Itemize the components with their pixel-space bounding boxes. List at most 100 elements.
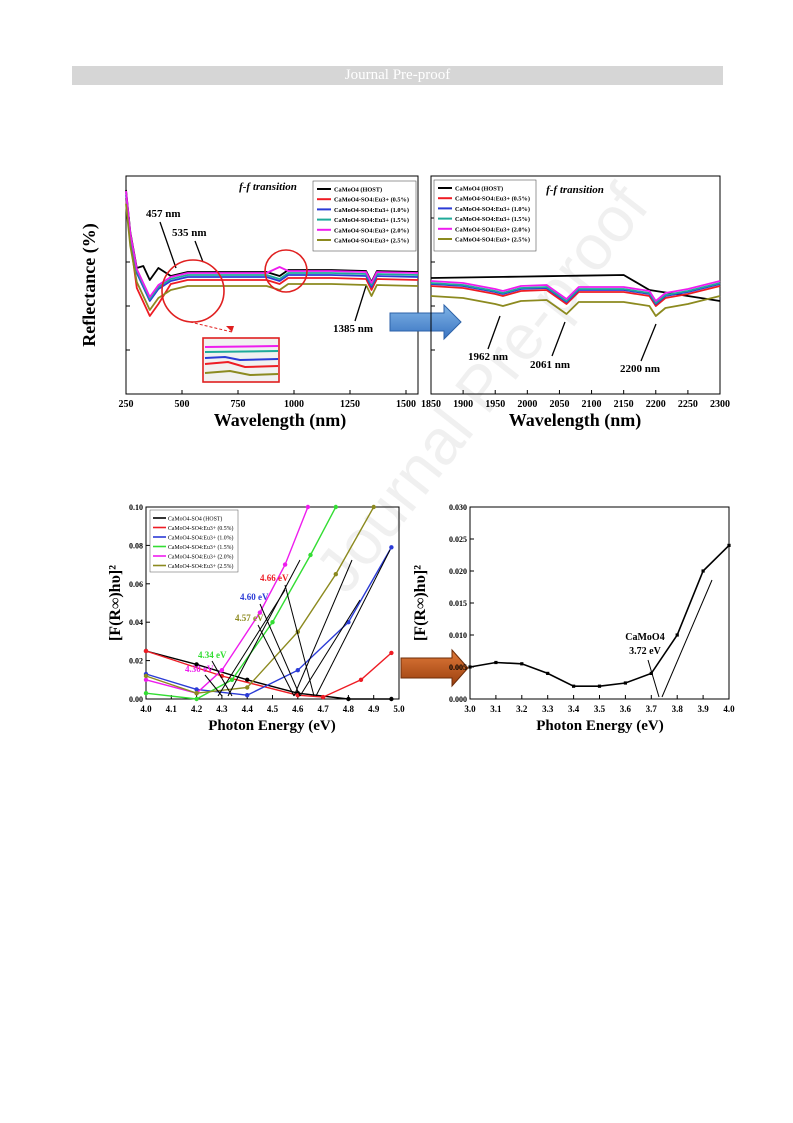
legend-label: CaMoO4-SO4:Eu3+ (0.5%)	[334, 197, 409, 204]
tangent-line	[315, 549, 391, 697]
x-tick-label: 3.9	[697, 704, 709, 714]
arrow-457	[257, 624, 295, 697]
annotation-466: 4.66 eV	[260, 573, 289, 583]
x-tick-label: 4.1	[166, 704, 178, 714]
spectrum-line	[430, 285, 721, 307]
x-axis-label: Wavelength (nm)	[214, 410, 347, 431]
x-tick-label: 3.0	[464, 704, 476, 714]
legend-label: CaMoO4-SO4:Eu3+ (0.5%)	[168, 525, 233, 532]
spectrum-line	[125, 190, 419, 298]
data-point	[520, 662, 524, 666]
data-point	[597, 684, 602, 688]
x-tick-label: 4.7	[317, 704, 329, 714]
y-axis-label: [F(R∞)hυ]²	[412, 565, 429, 641]
arrow-430	[204, 674, 223, 697]
legend-label: CaMoO4-SO4:Eu3+ (1.0%)	[168, 535, 233, 542]
data-point	[194, 687, 199, 692]
data-point	[143, 691, 149, 696]
data-point	[257, 610, 263, 615]
panel-top-left: f-f transition Reflectance (%) Wavelengt…	[79, 175, 419, 431]
annotation-1962: 1962 nm	[468, 351, 508, 363]
tangent-line	[293, 559, 353, 697]
tangent-line	[227, 559, 301, 697]
inset-line-olive	[204, 369, 279, 377]
x-tick-label: 2300	[710, 399, 730, 410]
arrow-466	[284, 584, 315, 697]
x-axis-label: Photon Energy (eV)	[536, 718, 664, 734]
x-tick-label: 3.3	[542, 704, 554, 714]
data-point	[546, 671, 550, 675]
data-point	[295, 668, 300, 673]
y-axis-label: Reflectance (%)	[79, 223, 100, 346]
y-tick-label: 0.025	[449, 535, 467, 544]
x-tick-label: 2050	[549, 399, 569, 410]
legend-label: CaMoO4-SO4:Eu3+ (0.5%)	[455, 196, 530, 203]
panel-transition-arrow-icon	[400, 648, 469, 688]
annotation-1385: 1385 nm	[333, 323, 373, 335]
x-tick-label: 2150	[614, 399, 634, 410]
plot-frame	[430, 175, 721, 395]
data-point	[675, 633, 679, 637]
annotation-2061: 2061 nm	[530, 359, 570, 371]
tangent-line	[661, 579, 713, 698]
panel-bottom-left: [F(R∞)hυ]² Photon Energy (eV) 4.0 4.1 4.2 4…	[107, 503, 405, 734]
spectrum-line	[430, 282, 721, 304]
x-tick-label: 3.5	[594, 704, 606, 714]
chart-title: f-f transition	[239, 181, 297, 193]
x-tick-label: 3.8	[672, 704, 684, 714]
data-point	[727, 543, 731, 547]
data-point	[572, 684, 576, 688]
annotation-bandgap: 3.72 eV	[629, 646, 661, 657]
y-tick-label: 0.010	[449, 631, 467, 640]
x-tick-label: 1000	[284, 399, 304, 410]
x-tick-label: 2000	[517, 399, 537, 410]
x-tick-label: 2200	[646, 399, 666, 410]
annotation-material: CaMoO4	[625, 632, 664, 643]
legend-label: CaMoO4-SO4:Eu3+ (1.0%)	[455, 206, 530, 213]
legend-label: CaMoO4 (HOST)	[455, 186, 503, 193]
arrow-1385	[354, 285, 367, 322]
y-tick-label: 0.020	[449, 567, 467, 576]
y-axis-label: [F(R∞)hυ]²	[107, 565, 124, 641]
zoom-arrowhead	[226, 326, 234, 332]
annotation-535: 535 nm	[172, 227, 207, 239]
x-tick-label: 4.0	[140, 704, 152, 714]
data-point	[701, 569, 705, 573]
x-tick-label: 4.5	[267, 704, 279, 714]
x-tick-label: 3.7	[646, 704, 658, 714]
arrow-457	[159, 221, 177, 269]
data-point	[245, 693, 250, 698]
data-point	[143, 673, 149, 679]
x-tick-label: 1900	[453, 399, 473, 410]
data-point	[389, 545, 394, 550]
legend-label: CaMoO4-SO4:Eu3+ (2.5%)	[334, 238, 409, 245]
x-tick-label: 750	[231, 399, 246, 410]
data-point	[245, 685, 250, 690]
annotation-430: 4.30 eV	[185, 664, 214, 674]
data-point	[389, 650, 394, 656]
annotation-434: 4.34 eV	[198, 650, 227, 660]
data-point	[468, 665, 472, 669]
zoom-circle-left	[161, 259, 225, 323]
legend-label: CaMoO4-SO4:Eu3+ (2.0%)	[168, 554, 233, 561]
annotation-2200: 2200 nm	[620, 363, 660, 375]
tauc-line	[145, 506, 375, 694]
y-tick-label: 0.030	[449, 503, 467, 512]
x-tick-label: 4.3	[216, 704, 228, 714]
data-point	[333, 572, 338, 577]
x-tick-label: 1250	[340, 399, 360, 410]
spectrum-line	[430, 295, 721, 317]
x-tick-label: 3.2	[516, 704, 528, 714]
annotation-arrow	[647, 659, 660, 698]
legend-label: CaMoO4-SO4:Eu3+ (1.0%)	[334, 207, 409, 214]
data-point	[270, 620, 275, 625]
x-tick-label: 2100	[582, 399, 602, 410]
tauc-line	[469, 544, 730, 687]
data-point	[389, 696, 394, 702]
zoom-connector	[189, 321, 233, 333]
x-tick-label: 4.6	[292, 704, 304, 714]
legend-label: CaMoO4-SO4:Eu3+ (1.5%)	[334, 217, 409, 224]
x-axis-label: Photon Energy (eV)	[208, 718, 336, 734]
y-tick-label: 0.06	[129, 580, 143, 589]
